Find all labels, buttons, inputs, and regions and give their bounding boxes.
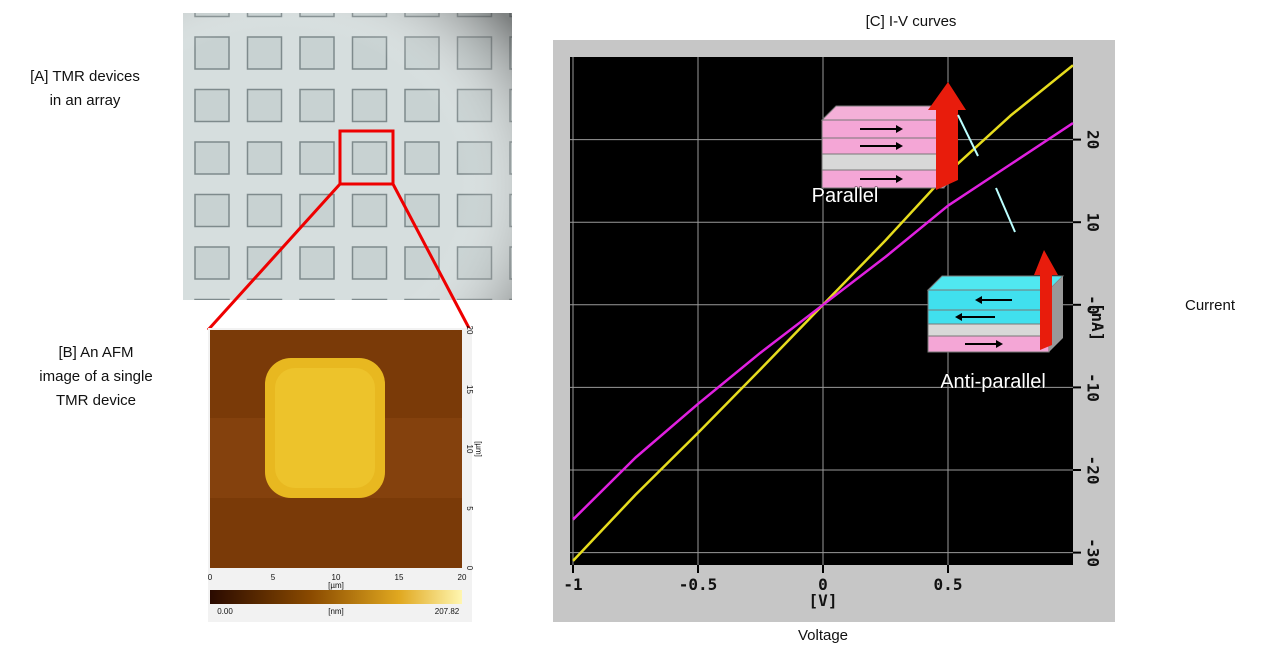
figure: [A] TMR devices in an array [B] An AFM ima… [0,0,1264,648]
y-tick-label: 20 [1084,130,1103,149]
y-tick-label: -30 [1084,538,1103,567]
afm-y-tick-label: 10 [465,445,474,454]
afm-x-tick-label: 15 [395,573,404,582]
afm-y-tick-label: 20 [465,326,474,335]
x-tick-label: 0.5 [934,575,963,594]
afm-x-tick-label: 20 [458,573,467,582]
panel-a-label: [A] TMR devices in an array [30,68,140,109]
label-line: image of a single [39,368,152,385]
annotation: Anti-parallel [940,371,1046,393]
label-line: [A] TMR devices [30,68,140,85]
afm-y-tick-label: 0 [465,566,474,571]
x-tick-label: -1 [563,575,582,594]
afm-unit: [µm] [328,581,344,590]
x-tick-label: -0.5 [679,575,718,594]
afm-x-tick-label: 0 [208,573,213,582]
afm-y-tick-label: 15 [465,385,474,394]
colorbar-unit: [nm] [328,607,344,616]
label-line: [B] An AFM [58,344,133,361]
y-tick-label: 10 [1084,213,1103,232]
panel-b-label: [B] An AFM image of a single TMR device [39,344,152,409]
afm-y-tick-label: 5 [465,506,474,511]
label-line: in an array [50,92,121,109]
colorbar-tick-label: 207.82 [435,607,460,616]
x-tick-label: 0 [818,575,828,594]
colorbar-tick-label: 0.00 [217,607,233,616]
y-tick-label: -10 [1084,373,1103,402]
afm-x-tick-label: 5 [271,573,276,582]
x-axis-label: Voltage [798,627,848,644]
y-tick-label: -0 [1084,295,1103,314]
micrograph [183,13,512,300]
chart-title: [C] I-V curves [866,13,957,30]
annotation: Parallel [812,185,879,207]
label-line: TMR device [56,392,136,409]
y-axis-label: Current [1185,297,1236,314]
afm-unit: [µm] [474,441,483,457]
y-tick-label: -20 [1084,456,1103,485]
